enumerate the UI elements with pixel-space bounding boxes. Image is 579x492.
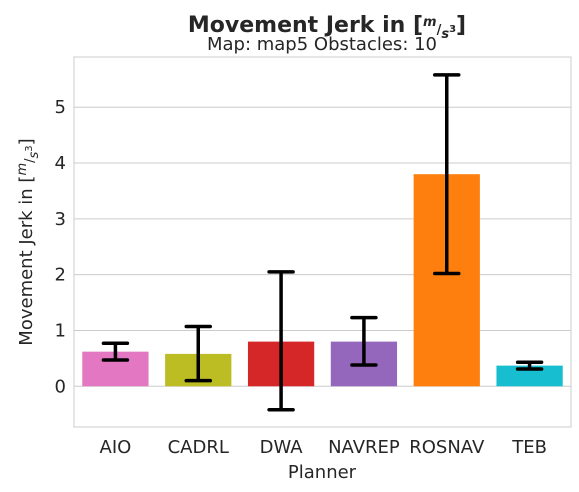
plot-area-frame (73, 56, 572, 428)
x-axis-label: Planner (288, 462, 357, 483)
y-tick-label: 3 (55, 209, 66, 230)
y-tick-label: 1 (55, 320, 66, 341)
x-tick-label: CADRL (168, 437, 229, 458)
error-bars (101, 73, 544, 412)
x-tick-label: TEB (511, 437, 547, 458)
y-tick-label: 4 (55, 153, 66, 174)
x-tick-label: DWA (260, 437, 304, 458)
y-tick-labels: 0 1 2 3 4 5 (55, 97, 66, 397)
y-axis-label: Movement Jerk in [m/s3] (15, 138, 42, 345)
x-tick-label: ROSNAV (409, 437, 485, 458)
x-tick-labels: AIO CADRL DWA NAVREP ROSNAV TEB (100, 437, 547, 458)
x-tick-label: AIO (100, 437, 132, 458)
y-tick-label: 0 (55, 376, 66, 397)
chart-subtitle: Map: map5 Obstacles: 10 (207, 34, 437, 55)
bars (82, 174, 563, 387)
bar-teb (496, 365, 563, 387)
y-tick-label: 5 (55, 97, 66, 118)
y-tick-label: 2 (55, 265, 66, 286)
x-tick-label: NAVREP (328, 437, 400, 458)
gridlines (74, 106, 571, 387)
chart-title: Movement Jerk in [m/s3] (188, 13, 466, 42)
